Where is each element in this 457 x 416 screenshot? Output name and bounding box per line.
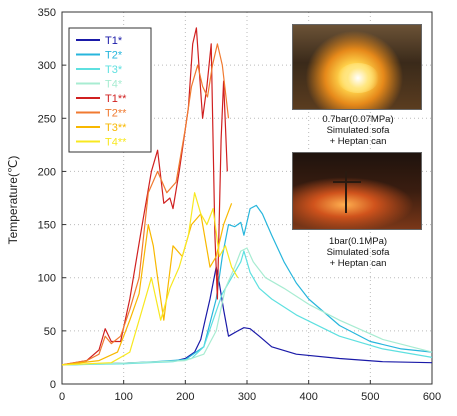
caption-1bar: 1bar(0.1MPa) Simulated sofa + Heptan can [326,236,390,269]
photo-structure [345,171,347,213]
legend-label: T1** [105,93,127,105]
legend: T1* T2* T3* T4* T1** T2** T3** T4** [68,27,152,153]
y-axis-label: Temperature(℃) [6,156,20,245]
series-layer [61,27,433,366]
photo-structure-bar [333,181,361,183]
y-tick-label: 100 [38,273,56,285]
series-line-t3ss [61,203,233,366]
photo-pressure-07bar [292,24,422,110]
y-tick-label: 200 [38,166,56,178]
legend-label: T2* [105,50,123,62]
axis-ticks: 0 100 200 300 400 500 600 0 50 100 150 200 250 300 350 [38,7,442,403]
legend-label: T1* [105,35,123,47]
y-tick-label: 50 [44,326,56,338]
y-tick-label: 350 [38,7,56,19]
photo-fire-glow [337,63,379,93]
x-tick-label: 600 [423,391,441,403]
x-tick-label: 100 [114,391,132,403]
y-tick-label: 150 [38,220,56,232]
x-tick-label: 0 [59,391,65,403]
x-tick-label: 300 [238,391,256,403]
legend-box [68,27,152,153]
series-line-t3s [61,250,433,366]
y-tick-label: 300 [38,60,56,72]
photo-pressure-1bar [292,152,422,230]
series-line-t1ss [61,27,228,366]
y-tick-label: 0 [50,379,56,391]
legend-label: T3* [105,64,123,76]
x-tick-label: 400 [299,391,317,403]
legend-label: T4** [105,137,127,149]
y-tick-label: 250 [38,113,56,125]
x-tick-label: 200 [176,391,194,403]
legend-label: T2** [105,108,127,120]
legend-label: T3** [105,122,127,134]
series-line-t4ss [61,192,239,366]
series-line-t4s [61,247,433,366]
legend-label: T4* [105,79,123,91]
x-tick-label: 500 [361,391,379,403]
caption-07bar: 0.7bar(0.07MPa) Simulated sofa + Heptan … [322,114,394,147]
series-line-t2ss [61,43,230,366]
